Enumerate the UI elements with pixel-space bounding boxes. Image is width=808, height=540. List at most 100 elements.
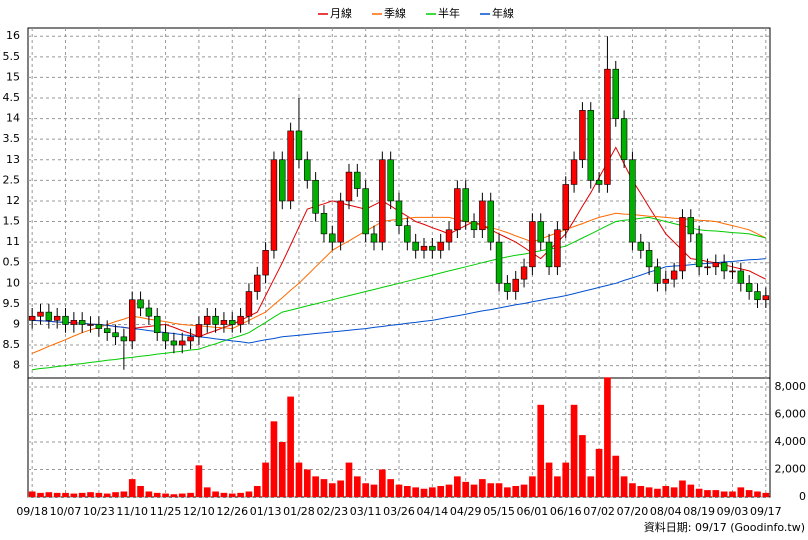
volume-bar — [353, 476, 361, 497]
x-tick-label: 09/17 — [750, 505, 782, 518]
candle-body — [62, 315, 69, 325]
volume-bar — [170, 494, 178, 497]
y-tick-label: 9 — [13, 317, 20, 330]
volume-bar — [454, 476, 461, 497]
candle-body — [154, 315, 161, 334]
candle-body — [520, 266, 528, 280]
volume-bar — [704, 490, 711, 497]
volume-bar — [720, 491, 728, 497]
volume-bar — [545, 462, 553, 497]
volume-bar — [562, 462, 570, 497]
candle-body — [295, 130, 303, 161]
candle-body — [745, 282, 753, 292]
candle-body — [529, 221, 536, 268]
candle-body — [170, 340, 178, 346]
volume-bar — [103, 493, 111, 497]
volume-bar — [520, 484, 528, 497]
candle-body — [370, 233, 378, 243]
candle-body — [312, 180, 319, 214]
volume-bar — [612, 455, 620, 497]
volume-bar — [420, 488, 428, 497]
volume-bar — [595, 448, 603, 497]
volume-bar — [637, 485, 645, 497]
volume-bar — [312, 476, 319, 497]
candle-body — [45, 311, 53, 321]
moving-average-line — [32, 216, 766, 371]
volume-bar — [695, 488, 703, 497]
candle-body — [204, 315, 211, 325]
volume-bar — [487, 483, 495, 497]
candle-body — [562, 184, 569, 231]
candle-body — [162, 332, 169, 342]
x-tick-label: 07/02 — [583, 505, 615, 518]
volume-bar — [654, 488, 661, 497]
volume-bar — [670, 487, 678, 497]
candle-body — [754, 291, 761, 301]
volume-bar — [62, 492, 69, 497]
candle-body — [495, 241, 503, 284]
y-tick-label: 2.5 — [3, 173, 21, 186]
volume-bar — [212, 491, 219, 497]
y-tick-label: 11 — [6, 235, 20, 248]
candle-body — [554, 229, 561, 268]
y-tick-label: 5.5 — [3, 50, 21, 63]
volume-bar — [153, 492, 161, 497]
candle-body — [445, 229, 453, 243]
volume-bar — [479, 479, 486, 497]
x-tick-label: 06/16 — [550, 505, 582, 518]
volume-bar — [404, 485, 411, 497]
x-tick-label: 08/04 — [650, 505, 682, 518]
candle-body — [120, 336, 128, 342]
x-tick-label: 09/18 — [16, 505, 48, 518]
volume-bar — [745, 490, 753, 497]
candle-body — [70, 320, 78, 325]
volume-bar — [87, 492, 94, 497]
candle-body — [387, 159, 394, 202]
volume-bar — [662, 485, 670, 497]
x-tick-label: 03/26 — [383, 505, 415, 518]
volume-bar — [445, 484, 453, 497]
x-tick-label: 07/20 — [617, 505, 649, 518]
candle-body — [579, 110, 586, 161]
y2-tick-label: 2,000 — [775, 462, 807, 475]
candle-body — [254, 274, 261, 292]
candle-body — [37, 311, 44, 317]
volume-bar — [137, 485, 144, 497]
volume-bar — [554, 476, 561, 497]
candle-body — [570, 159, 578, 185]
candle-body — [245, 291, 253, 317]
volume-bar — [303, 469, 311, 497]
volume-bar — [412, 487, 420, 497]
note: 資料日期: 09/17 (Goodinfo.tw) — [644, 520, 805, 534]
candle-body — [28, 315, 36, 321]
volume-bar — [395, 484, 403, 497]
volume-bar — [262, 462, 269, 497]
legend: 月線 季線 半年 年線 — [318, 6, 514, 20]
volume-bar — [245, 491, 253, 497]
candle-body — [645, 250, 653, 268]
candle-body — [287, 130, 294, 202]
candle-body — [545, 241, 553, 268]
volume-bar — [587, 476, 595, 497]
y-tick-label: 8 — [13, 359, 20, 372]
volume-bar — [387, 479, 394, 497]
y2-tick-label: 4,000 — [775, 435, 807, 448]
candle-body — [462, 188, 469, 222]
legend-label: 半年 — [438, 6, 460, 20]
candle-body — [395, 200, 403, 226]
candle-body — [729, 270, 736, 273]
x-tick-label: 02/23 — [316, 505, 348, 518]
candle-body — [304, 159, 311, 181]
y2-tick-label: 8,000 — [775, 380, 807, 393]
candle-body — [487, 200, 494, 243]
y2-tick-label: 6,000 — [775, 407, 807, 420]
candle-body — [145, 307, 153, 317]
candle-body — [345, 171, 353, 202]
candle-body — [429, 245, 436, 251]
candle-body — [620, 118, 628, 161]
volume-bar — [495, 483, 503, 497]
candle-body — [712, 262, 720, 268]
x-tick-label: 12/26 — [216, 505, 248, 518]
candle-body — [720, 262, 728, 272]
candle-body — [179, 340, 186, 346]
